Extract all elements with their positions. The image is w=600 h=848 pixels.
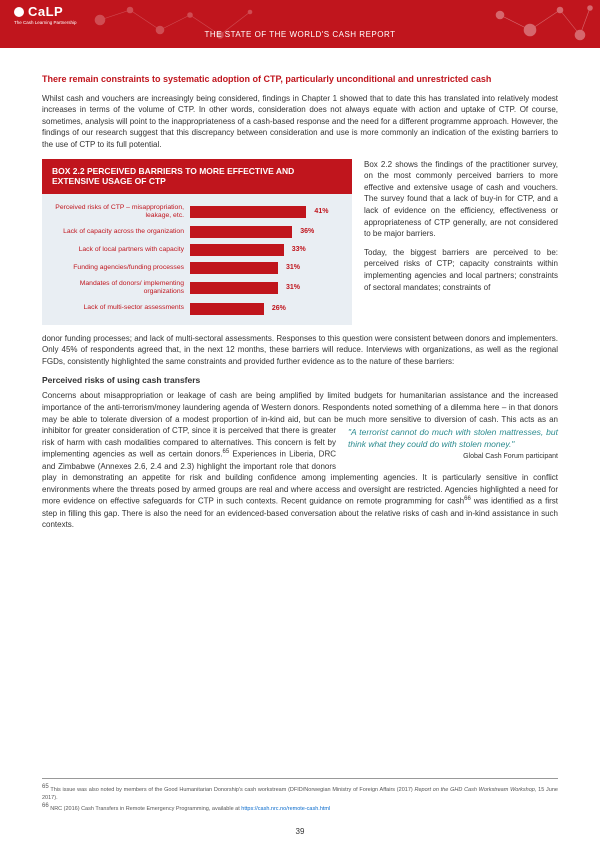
footnote-66-text: NRC (2016) Cash Transfers in Remote Emer… [49, 806, 242, 812]
footnote-65-italic: Report on the GHD Cash Workstream Worksh… [414, 787, 534, 793]
subheading-risks: Perceived risks of using cash transfers [42, 375, 558, 385]
bar-label: Lack of local partners with capacity [52, 246, 190, 254]
bar-track: 31% [190, 262, 342, 274]
bar-fill: 33% [190, 244, 284, 256]
footnote-66-link[interactable]: https://cash.nrc.no/remote-cash.html [241, 806, 330, 812]
box-chart: Perceived risks of CTP – misappropriatio… [42, 194, 352, 325]
report-title: THE STATE OF THE WORLD'S CASH REPORT [205, 30, 396, 39]
header-band: CaLP The Cash Learning Partnership THE S… [0, 0, 600, 48]
quote-text: "A terrorist cannot do much with stolen … [348, 427, 558, 449]
footnote-rule [42, 778, 558, 779]
page-number: 39 [296, 827, 305, 836]
bar-track: 36% [190, 226, 342, 238]
footnote-ref-66: 66 [464, 496, 471, 502]
logo-dot-icon [14, 7, 24, 17]
footnotes-block: 65 This issue was also noted by members … [42, 778, 558, 814]
bar-label: Mandates of donors/ implementing organiz… [52, 280, 190, 296]
bar-value: 31% [286, 262, 300, 274]
bar-track: 33% [190, 244, 342, 256]
bar-fill: 31% [190, 282, 278, 294]
footnote-65: 65 This issue was also noted by members … [42, 783, 558, 802]
bar-value: 31% [286, 282, 300, 294]
bar-row: Lack of local partners with capacity33% [52, 244, 342, 256]
bar-row: Mandates of donors/ implementing organiz… [52, 280, 342, 296]
calp-logo: CaLP [14, 4, 63, 19]
bar-track: 26% [190, 303, 342, 315]
bar-row: Lack of capacity across the organization… [52, 226, 342, 238]
side-column: Box 2.2 shows the findings of the practi… [364, 159, 558, 301]
box-title: BOX 2.2 PERCEIVED BARRIERS TO MORE EFFEC… [42, 159, 352, 194]
footnote-66: 66 NRC (2016) Cash Transfers in Remote E… [42, 802, 558, 814]
bar-fill: 26% [190, 303, 264, 315]
paragraph-2: donor funding processes; and lack of mul… [42, 333, 558, 368]
bar-row: Funding agencies/funding processes31% [52, 262, 342, 274]
bar-fill: 41% [190, 206, 306, 218]
logo-text: CaLP [28, 4, 63, 19]
bar-value: 33% [292, 244, 306, 256]
paragraph-1: Whilst cash and vouchers are increasingl… [42, 93, 558, 151]
footnote-65-text: This issue was also noted by members of … [49, 787, 415, 793]
bar-value: 26% [272, 303, 286, 315]
two-column-layout: BOX 2.2 PERCEIVED BARRIERS TO MORE EFFEC… [42, 159, 558, 325]
bar-label: Lack of capacity across the organization [52, 228, 190, 236]
box-2-2: BOX 2.2 PERCEIVED BARRIERS TO MORE EFFEC… [42, 159, 352, 325]
footnote-num-66: 66 [42, 803, 49, 809]
bar-fill: 36% [190, 226, 292, 238]
side-paragraph-2: Today, the biggest barriers are perceive… [364, 247, 558, 293]
pull-quote: "A terrorist cannot do much with stolen … [348, 427, 558, 462]
bar-value: 41% [314, 206, 328, 218]
page-content: There remain constraints to systematic a… [0, 48, 600, 531]
section-heading: There remain constraints to systematic a… [42, 74, 558, 86]
bar-track: 31% [190, 282, 342, 294]
decorative-network-right [480, 0, 600, 48]
bar-row: Perceived risks of CTP – misappropriatio… [52, 204, 342, 220]
bar-label: Lack of multi-sector assessments [52, 304, 190, 312]
paragraph-3-block: Concerns about misappropriation or leaka… [42, 390, 558, 530]
decorative-network-left [90, 0, 270, 48]
bar-row: Lack of multi-sector assessments26% [52, 303, 342, 315]
side-paragraph-1: Box 2.2 shows the findings of the practi… [364, 159, 558, 240]
quote-attribution: Global Cash Forum participant [348, 452, 558, 462]
bar-label: Funding agencies/funding processes [52, 264, 190, 272]
bar-value: 36% [300, 226, 314, 238]
bar-fill: 31% [190, 262, 278, 274]
bar-track: 41% [190, 206, 342, 218]
bar-label: Perceived risks of CTP – misappropriatio… [52, 204, 190, 220]
footnote-num-65: 65 [42, 784, 49, 790]
logo-subtitle: The Cash Learning Partnership [14, 20, 77, 25]
